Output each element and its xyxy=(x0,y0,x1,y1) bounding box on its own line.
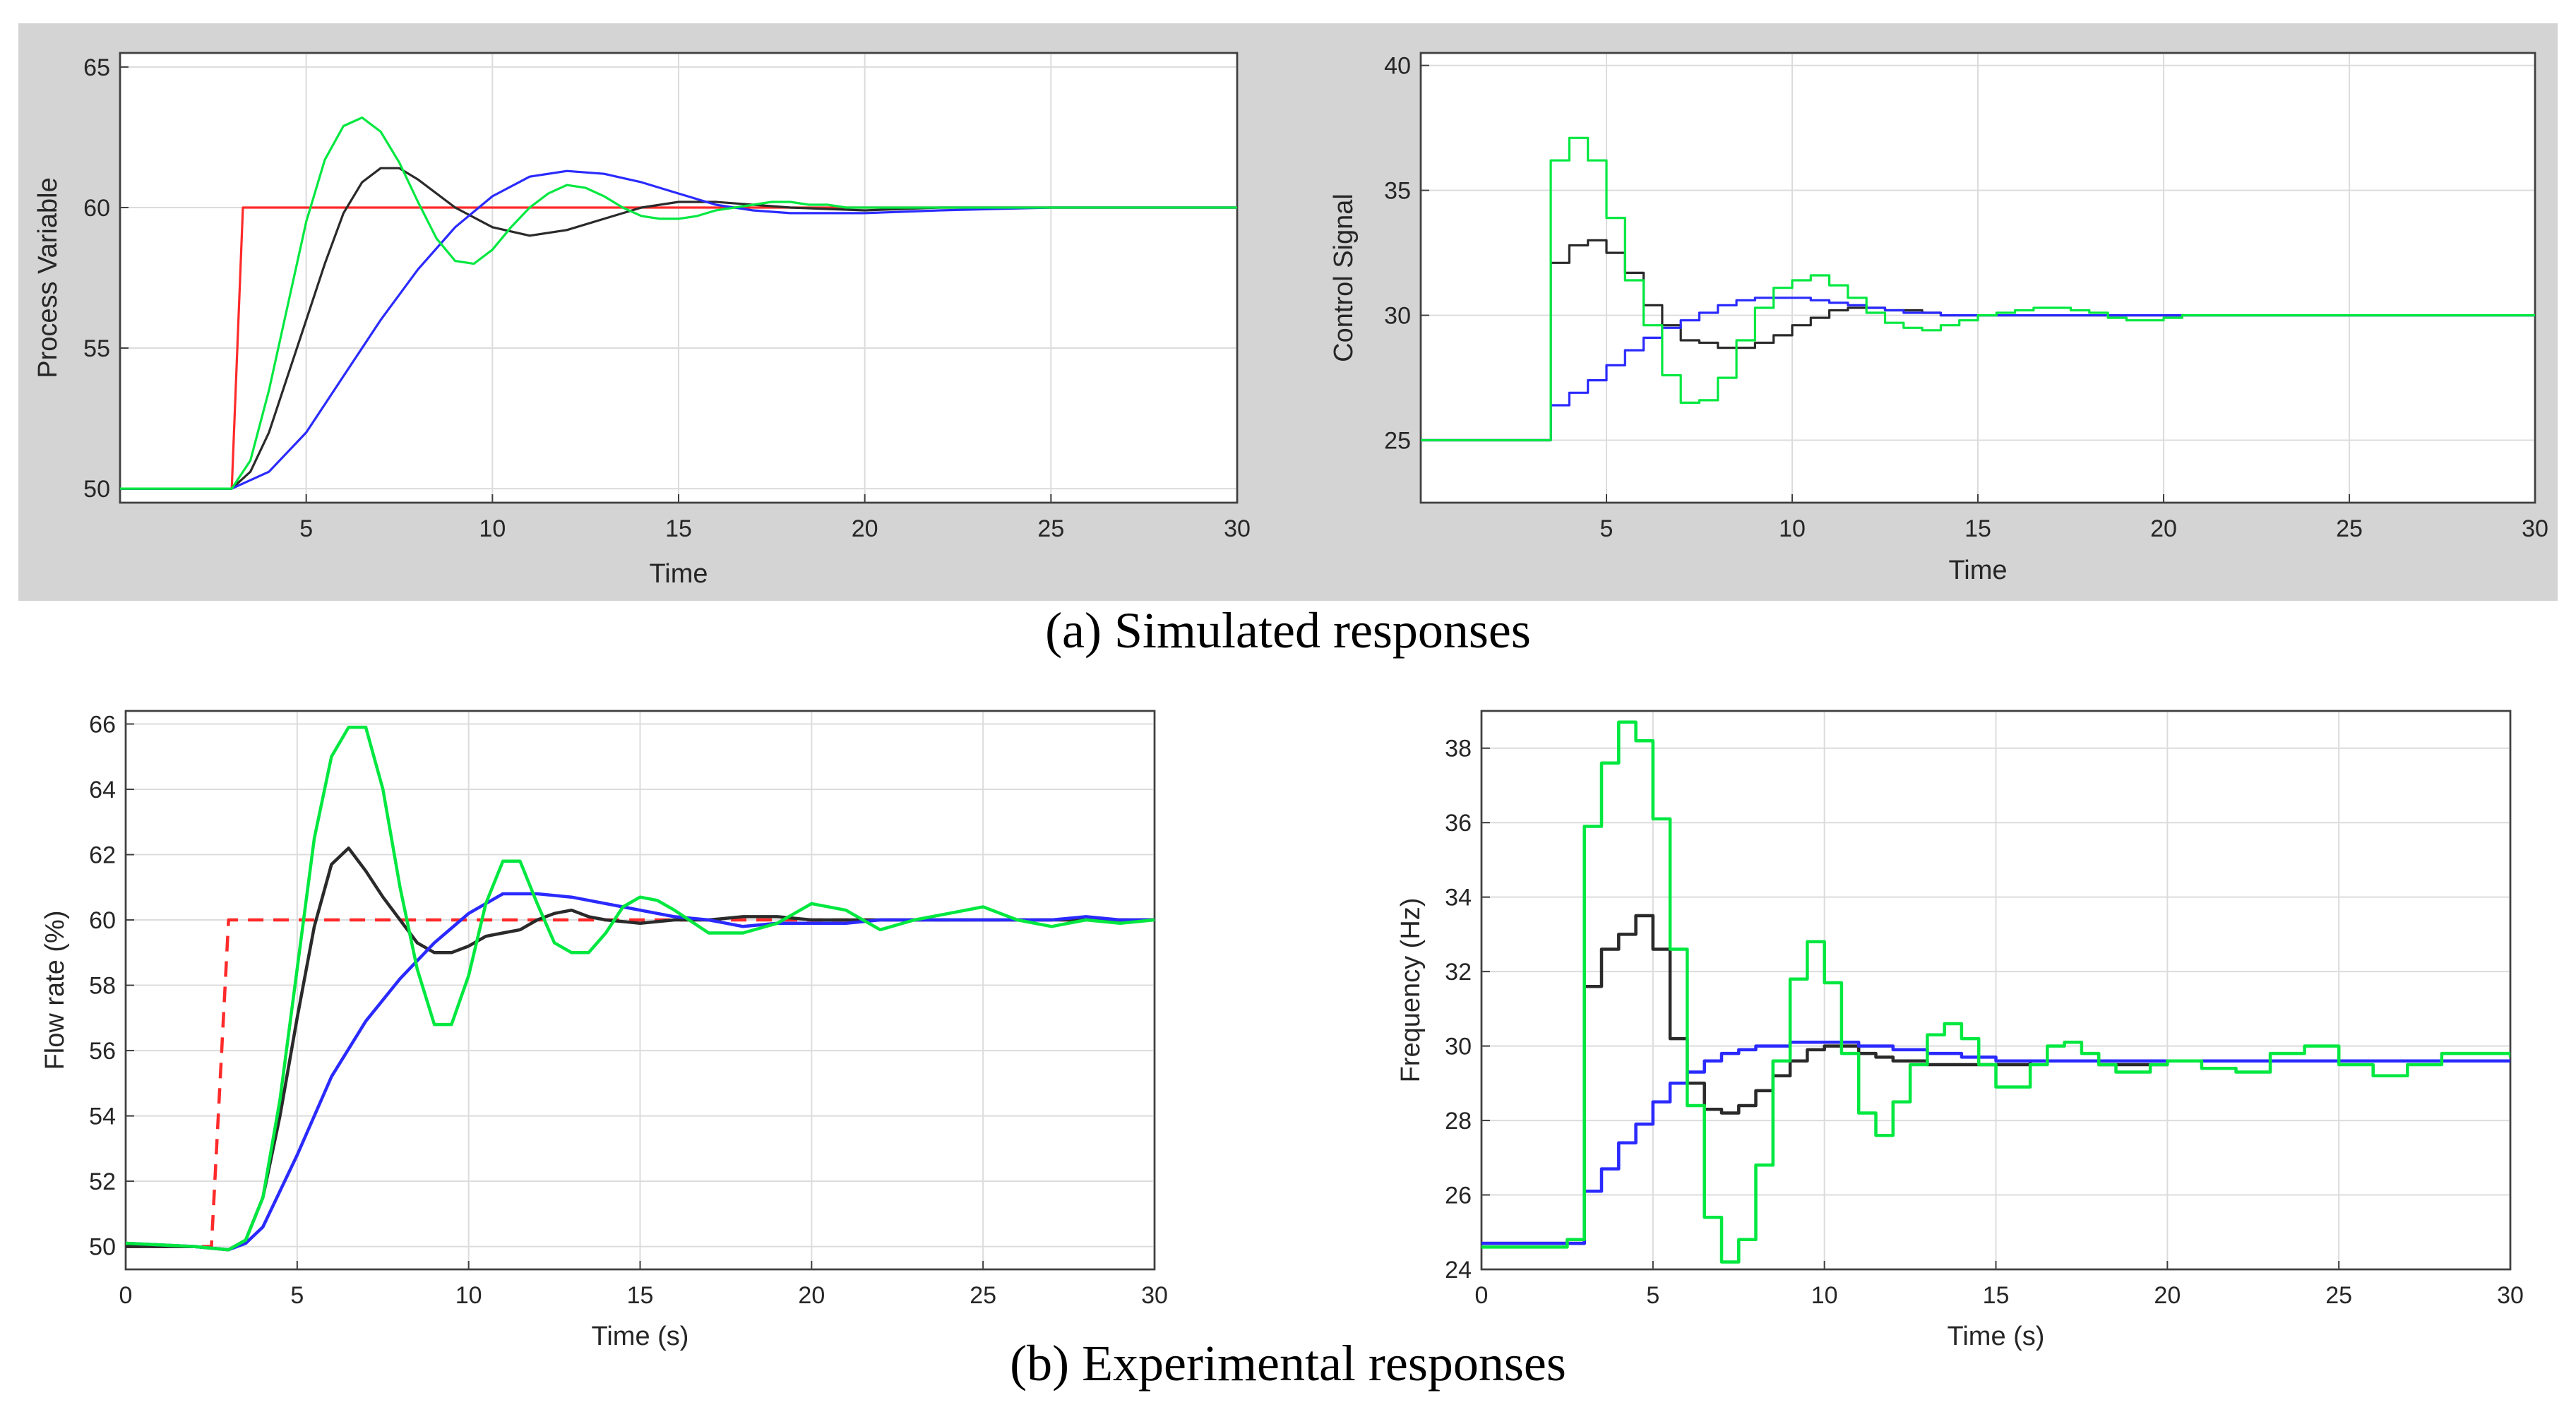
y-tick-label: 66 xyxy=(89,712,116,738)
plot-sim-cs: 5 10 15 20 25 30 25 30 35 40 Time Control Signal xyxy=(1329,52,2548,585)
x-tick-label: 15 xyxy=(627,1282,654,1309)
plot-border xyxy=(1480,710,2512,1271)
x-tick-label: 15 xyxy=(1983,1282,2010,1309)
plot-exp-freq: 0 5 10 15 20 25 30 24 26 28 30 32 34 36 38 Time (s) Freq… xyxy=(1396,710,2524,1351)
y-tick-label: 26 xyxy=(1445,1183,1472,1209)
y-axis-label: Control Signal xyxy=(1329,193,1359,362)
x-tick-label: 10 xyxy=(1811,1282,1838,1309)
y-tick-label: 25 xyxy=(1384,428,1411,455)
x-tick-label: 30 xyxy=(1224,515,1251,542)
x-tick-label: 0 xyxy=(1475,1282,1489,1309)
x-tick-label: 10 xyxy=(479,515,506,542)
y-tick-label: 30 xyxy=(1384,303,1411,330)
y-axis-label: Frequency (Hz) xyxy=(1396,898,1426,1083)
y-tick-label: 40 xyxy=(1384,53,1411,80)
y-tick-label: 60 xyxy=(89,907,116,934)
x-tick-label: 5 xyxy=(299,515,313,542)
x-axis-label: Time xyxy=(1948,556,2007,585)
series-line-black xyxy=(120,167,1237,490)
x-tick-label: 10 xyxy=(1779,515,1806,542)
x-axis-label: Time (s) xyxy=(1948,1322,2045,1351)
x-tick-label: 0 xyxy=(119,1282,133,1309)
caption-experimental: (b) Experimental responses xyxy=(1010,1335,1566,1392)
y-tick-label: 50 xyxy=(89,1234,116,1261)
y-tick-label: 65 xyxy=(83,54,110,81)
series-line-blue xyxy=(1481,1041,2510,1245)
x-tick-label: 20 xyxy=(852,515,878,542)
y-tick-label: 28 xyxy=(1445,1108,1472,1135)
x-tick-label: 5 xyxy=(290,1282,304,1309)
x-tick-label: 15 xyxy=(665,515,692,542)
x-axis-label: Time xyxy=(649,559,708,589)
y-tick-label: 36 xyxy=(1445,810,1472,837)
x-tick-label: 25 xyxy=(2325,1282,2352,1309)
series-line-blue xyxy=(126,892,1155,1252)
y-tick-label: 52 xyxy=(89,1168,116,1195)
y-tick-label: 56 xyxy=(89,1038,116,1065)
x-tick-label: 30 xyxy=(1141,1282,1168,1309)
x-axis-label: Time (s) xyxy=(592,1322,689,1351)
series-line-green xyxy=(1421,136,2535,442)
x-tick-label: 20 xyxy=(2154,1282,2181,1309)
y-tick-label: 34 xyxy=(1445,885,1472,911)
y-tick-label: 50 xyxy=(83,476,110,503)
plot-border xyxy=(124,710,1156,1271)
x-tick-label: 25 xyxy=(1037,515,1064,542)
x-tick-label: 25 xyxy=(2336,515,2363,542)
y-tick-label: 55 xyxy=(83,335,110,362)
y-axis-label: Flow rate (%) xyxy=(40,911,70,1070)
series-line-green xyxy=(1481,720,2510,1264)
y-tick-label: 54 xyxy=(89,1103,116,1130)
plot-border xyxy=(119,52,1239,504)
y-tick-label: 58 xyxy=(89,973,116,1000)
y-tick-label: 64 xyxy=(89,777,116,803)
caption-simulated: (a) Simulated responses xyxy=(1045,602,1531,659)
series-line-blue xyxy=(1421,297,2535,442)
x-tick-label: 20 xyxy=(2150,515,2177,542)
x-tick-label: 5 xyxy=(1646,1282,1659,1309)
x-tick-label: 10 xyxy=(455,1282,482,1309)
x-tick-label: 25 xyxy=(970,1282,996,1309)
y-tick-label: 32 xyxy=(1445,959,1472,986)
series-line-blue xyxy=(120,169,1237,490)
y-tick-label: 38 xyxy=(1445,736,1472,762)
plot-border xyxy=(1419,52,2536,504)
plot-sim-pv: 5 10 15 20 25 30 50 55 60 65 Time Process Variable xyxy=(33,52,1251,589)
x-tick-label: 5 xyxy=(1600,515,1614,542)
x-tick-label: 15 xyxy=(1964,515,1991,542)
series-line-green xyxy=(126,725,1155,1252)
series-line-green xyxy=(120,116,1237,490)
y-tick-label: 62 xyxy=(89,842,116,869)
x-tick-label: 20 xyxy=(798,1282,825,1309)
y-tick-label: 35 xyxy=(1384,178,1411,205)
plot-exp-flow: 0 5 10 15 20 25 30 50 52 54 56 58 60 62 64 66 Time (s) Fl… xyxy=(40,710,1168,1351)
y-tick-label: 60 xyxy=(83,195,110,222)
x-tick-label: 30 xyxy=(2522,515,2548,542)
x-tick-label: 30 xyxy=(2497,1282,2524,1309)
y-tick-label: 30 xyxy=(1445,1034,1472,1060)
y-tick-label: 24 xyxy=(1445,1257,1472,1284)
y-axis-label: Process Variable xyxy=(33,177,63,378)
